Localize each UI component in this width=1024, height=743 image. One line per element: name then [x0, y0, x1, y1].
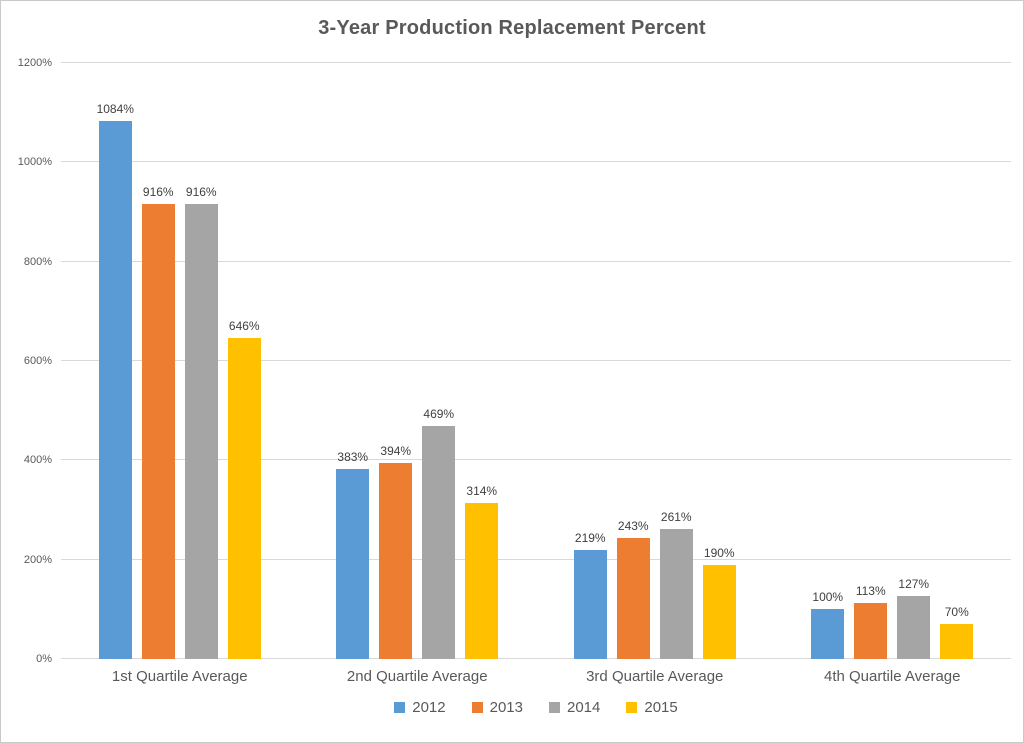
gridline: [61, 260, 1011, 262]
y-tick-label: 1200%: [17, 57, 52, 69]
bar-label: 1084%: [96, 101, 134, 116]
bar-cluster: 100% 113% 127% 70%: [774, 63, 1012, 659]
bar-label: 100%: [812, 590, 844, 605]
bar: 243%: [616, 519, 650, 659]
bar-label: 190%: [703, 545, 735, 560]
bar-cluster: 1084% 916% 916% 646%: [61, 63, 299, 659]
bar-clusters-container: 1084% 916% 916% 646% 383% 394% 469% 314% 219% 243…: [61, 63, 1011, 659]
bar: 383%: [336, 450, 370, 659]
category-label: 1st Quartile Average: [111, 668, 248, 685]
category-label: 2nd Quartile Average: [346, 668, 488, 685]
y-tick-label: 800%: [23, 255, 52, 268]
legend: 2012 2013 2014 2015: [61, 699, 1011, 716]
bar-label: 646%: [228, 319, 260, 334]
legend-swatch: [549, 702, 560, 713]
bar: 916%: [141, 185, 175, 659]
bar: 314%: [465, 484, 499, 659]
y-tick-label: 400%: [23, 454, 52, 467]
bar-label: 70%: [944, 605, 969, 620]
legend-swatch: [471, 702, 483, 713]
gridline: [61, 62, 1011, 63]
bar: 113%: [854, 584, 888, 659]
category-label: 4th Quartile Average: [824, 668, 961, 685]
gridline: [61, 558, 1011, 560]
bar: 1084%: [97, 102, 134, 659]
bar-cluster: 383% 394% 469% 314%: [299, 63, 537, 659]
bar: 261%: [659, 510, 693, 659]
gridline: [61, 459, 1011, 461]
bar: 190%: [702, 546, 736, 659]
bar: 219%: [573, 531, 607, 659]
y-tick-label: 0%: [36, 653, 52, 665]
bar-label: 916%: [185, 185, 217, 200]
gridline: [61, 161, 1011, 163]
bar-cluster: 219% 243% 261% 190%: [536, 63, 774, 659]
bar: 916%: [184, 185, 218, 659]
bar-label: 219%: [574, 531, 606, 546]
plot-area: 1084% 916% 916% 646% 383% 394% 469% 314% 219% 243…: [18, 57, 1011, 665]
legend-swatch: [626, 702, 638, 713]
bar: 394%: [379, 444, 413, 659]
gridline: [61, 658, 1011, 659]
bar-label: 469%: [423, 407, 455, 422]
bar-label: 314%: [466, 484, 498, 499]
legend-swatch: [394, 702, 406, 713]
bar-label: 113%: [855, 583, 886, 598]
category-label: 3rd Quartile Average: [586, 668, 724, 685]
bar-label: 243%: [617, 519, 649, 534]
legend-label: 2013: [489, 699, 523, 716]
bar: 646%: [227, 319, 261, 659]
bar: 127%: [897, 577, 931, 659]
bar-label: 916%: [142, 185, 174, 200]
y-tick-label: 600%: [23, 355, 52, 367]
legend-item: 2013: [471, 699, 523, 716]
legend-item: 2015: [626, 699, 678, 716]
legend-label: 2015: [644, 699, 678, 716]
bar: 70%: [940, 605, 974, 659]
x-axis: 1st Quartile Average 2nd Quartile Average…: [61, 659, 1011, 685]
legend-label: 2012: [412, 699, 446, 716]
bar: 469%: [422, 407, 456, 659]
gridline: [61, 360, 1011, 361]
bar: 100%: [811, 590, 845, 659]
y-tick-label: 200%: [23, 553, 52, 566]
bar-label: 394%: [380, 444, 412, 459]
legend-item: 2012: [394, 699, 446, 716]
bar-label: 127%: [898, 576, 930, 591]
legend-item: 2014: [549, 699, 600, 716]
y-tick-label: 1000%: [17, 156, 52, 169]
legend-label: 2014: [567, 699, 601, 716]
bar-label: 383%: [337, 449, 369, 464]
chart-title: 3-Year Production Replacement Percent: [318, 17, 706, 39]
bar-label: 261%: [660, 510, 692, 525]
